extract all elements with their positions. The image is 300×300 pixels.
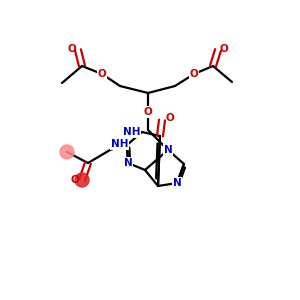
Text: N: N bbox=[124, 158, 132, 168]
Circle shape bbox=[75, 173, 89, 187]
Text: NH: NH bbox=[111, 139, 128, 149]
Text: N: N bbox=[164, 145, 172, 155]
Text: O: O bbox=[220, 44, 229, 54]
Text: O: O bbox=[165, 113, 174, 123]
Text: NH: NH bbox=[122, 127, 140, 137]
Text: N: N bbox=[172, 178, 182, 188]
Text: O: O bbox=[190, 69, 198, 79]
Text: O: O bbox=[98, 69, 106, 79]
Text: O: O bbox=[70, 175, 79, 185]
Circle shape bbox=[60, 145, 74, 159]
Text: O: O bbox=[144, 107, 152, 117]
Text: O: O bbox=[67, 44, 76, 54]
